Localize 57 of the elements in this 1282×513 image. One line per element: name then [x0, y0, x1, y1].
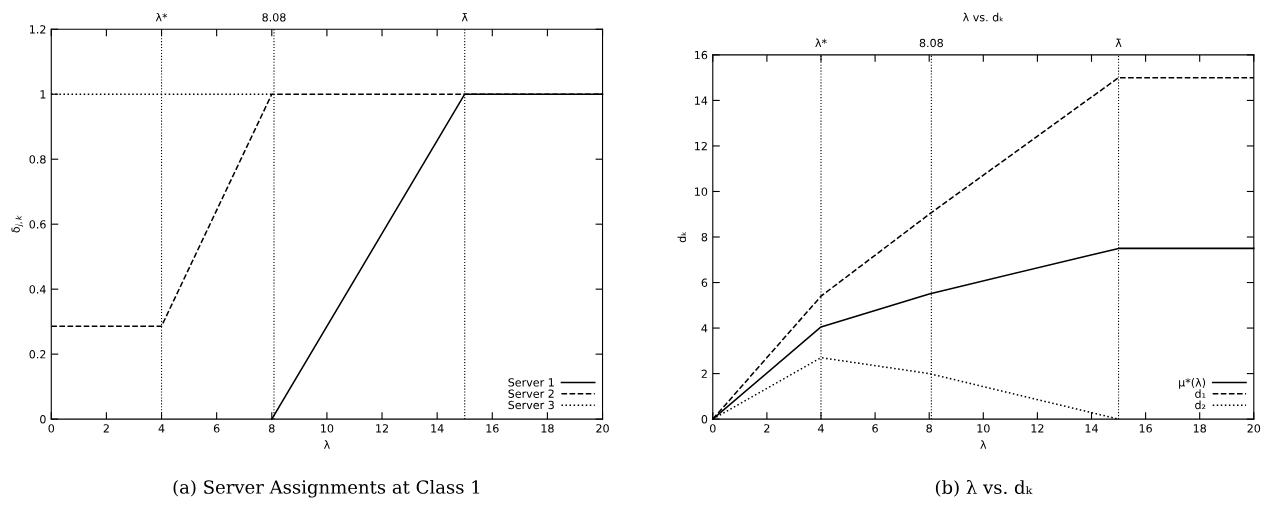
y-tick-label: 14	[695, 96, 708, 105]
legend-label: Server 2	[508, 389, 554, 398]
x-tick-label: 20	[596, 424, 609, 433]
y-tick-label: 2	[701, 369, 707, 378]
legend-label: Server 1	[508, 378, 554, 387]
x-tick-label: 18	[541, 424, 554, 433]
ref-line-label: λ̄	[461, 12, 468, 22]
x-tick-label: 14	[431, 424, 444, 433]
y-tick-label: 4	[701, 324, 708, 333]
y-tick-label: 16	[695, 50, 708, 60]
y-tick-label: 1.2	[29, 25, 46, 34]
y-tick-label: 10	[695, 187, 708, 196]
x-tick-label: 18	[1193, 424, 1206, 433]
x-tick-label: 16	[486, 424, 499, 433]
x-tick-label: 4	[158, 424, 165, 433]
legend-label: Server 3	[508, 400, 554, 410]
x-tick-label: 10	[321, 424, 334, 433]
x-tick-label: 2	[764, 424, 770, 433]
y-axis-title: dₖ	[677, 231, 687, 243]
x-axis-title: λ	[980, 440, 987, 449]
y-tick-label: 8	[701, 232, 708, 242]
y-tick-label: 1	[40, 90, 46, 99]
y-tick-label: 0.4	[29, 285, 46, 294]
legend-label: μ*(λ)	[1179, 377, 1206, 389]
ref-line-label: 8.08	[919, 38, 943, 48]
x-tick-label: 12	[1031, 424, 1044, 433]
text: (a) Server Assignments at Class 1	[173, 479, 480, 498]
chart-title: λ vs. dₖ	[962, 12, 1004, 22]
y-tick-label: 0.6	[29, 220, 46, 229]
x-tick-label: 6	[213, 424, 220, 433]
legend-label: d₁	[1195, 389, 1206, 398]
x-tick-label: 20	[1247, 424, 1261, 433]
y-tick-label: 6	[701, 278, 708, 287]
ref-line-label: λ*	[155, 12, 168, 22]
x-tick-label: 0	[709, 424, 716, 433]
x-axis-title: λ	[323, 440, 330, 449]
x-tick-label: 0	[48, 424, 55, 433]
x-tick-label: 4	[818, 424, 824, 433]
legend-label: d₂	[1195, 400, 1206, 410]
y-tick-label: 0	[701, 415, 708, 424]
x-tick-label: 12	[376, 424, 388, 433]
y-axis-title: δ$_{j,k}$	[11, 215, 24, 233]
y-tick-label: 0.2	[29, 350, 46, 359]
y-tick-label: 12	[695, 141, 707, 151]
y-tick-label: 0.8	[29, 155, 46, 164]
x-tick-label: 10	[977, 424, 990, 433]
x-tick-label: 14	[1085, 424, 1098, 433]
x-tick-label: 6	[872, 424, 878, 433]
x-tick-label: 8	[269, 424, 275, 433]
y-tick-label: 0	[40, 415, 46, 424]
text: (b) λ vs. dₖ	[935, 480, 1033, 497]
ref-line-label: λ̄	[1115, 38, 1122, 48]
x-tick-label: 2	[103, 424, 109, 433]
x-tick-label: 16	[1139, 424, 1152, 433]
x-tick-label: 8	[926, 424, 932, 433]
ref-line-label: λ*	[815, 38, 827, 48]
ref-line-label: 8.08	[262, 13, 286, 22]
